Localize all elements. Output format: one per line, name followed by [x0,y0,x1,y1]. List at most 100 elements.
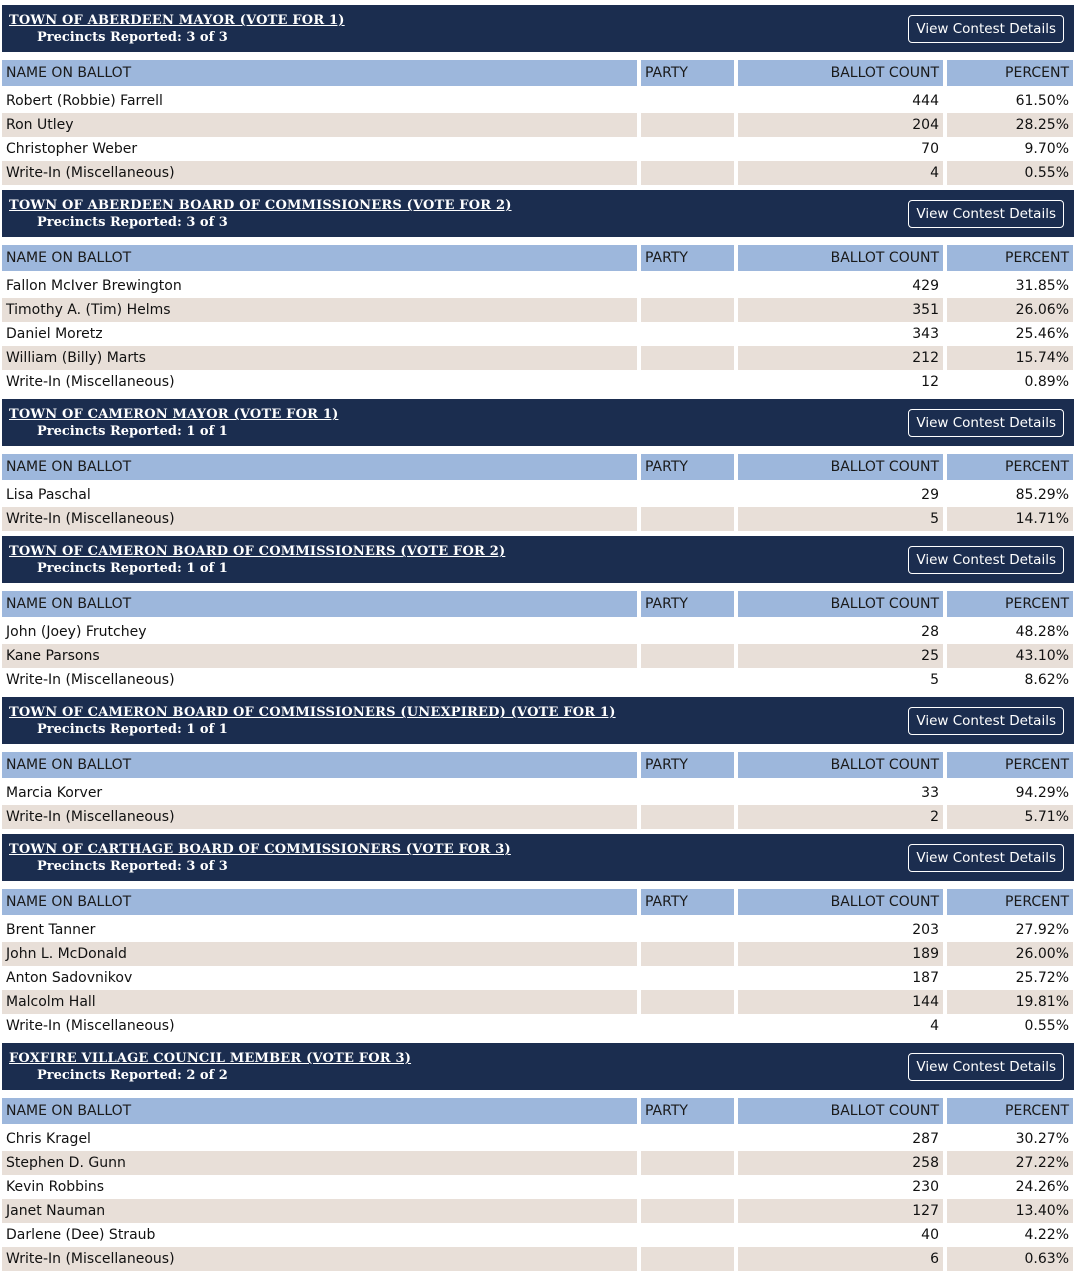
result-row: Chris Kragel 287 30.27% [2,1127,1074,1151]
result-row: Marcia Korver 33 94.29% [2,781,1074,805]
percent: 15.74% [947,346,1073,370]
percent: 28.25% [947,113,1073,137]
result-row: Robert (Robbie) Farrell 444 61.50% [2,89,1074,113]
candidate-name: Daniel Moretz [6,326,103,342]
result-row: Janet Nauman 127 13.40% [2,1199,1074,1223]
result-row: Write-In (Miscellaneous) 5 14.71% [2,507,1074,531]
candidate-name: Christopher Weber [6,141,138,157]
percent: 26.06% [947,298,1073,322]
party-cell [641,89,734,113]
party-cell [641,322,734,346]
percent: 27.22% [947,1151,1073,1175]
column-headers: NAME ON BALLOT PARTY BALLOT COUNT PERCENT [2,752,1074,778]
contest-header: TOWN OF ABERDEEN MAYOR (VOTE FOR 1) Preci… [2,5,1074,52]
percent: 0.55% [1024,1018,1069,1034]
ballot-count: 29 [921,487,939,503]
view-details-button[interactable]: View Contest Details [908,546,1064,574]
party-cell [641,644,734,668]
candidate-name: Write-In (Miscellaneous) [2,161,637,185]
candidate-name: Kane Parsons [2,644,637,668]
candidate-name: Darlene (Dee) Straub [6,1227,156,1243]
view-details-button[interactable]: View Contest Details [908,200,1064,228]
view-details-button[interactable]: View Contest Details [908,15,1064,43]
result-row: Kevin Robbins 230 24.26% [2,1175,1074,1199]
party-cell [641,1247,734,1271]
contest: TOWN OF CAMERON BOARD OF COMMISSIONERS (… [2,536,1074,692]
column-headers: NAME ON BALLOT PARTY BALLOT COUNT PERCENT [2,60,1074,86]
ballot-count: 5 [738,507,943,531]
candidate-name: Write-In (Miscellaneous) [6,672,175,688]
percent: 14.71% [947,507,1073,531]
percent: 9.70% [1024,141,1069,157]
column-header: PARTY [641,752,734,778]
precincts-reported: Precincts Reported: 1 of 1 [37,722,228,737]
party-cell [641,1175,734,1199]
ballot-count: 189 [738,942,943,966]
contest-title[interactable]: TOWN OF CAMERON BOARD OF COMMISSIONERS (… [9,705,616,720]
column-header: PERCENT [947,454,1073,480]
ballot-count: 5 [930,672,939,688]
party-cell [641,370,734,394]
ballot-count: 212 [738,346,943,370]
column-header: BALLOT COUNT [738,454,943,480]
result-row: Write-In (Miscellaneous) 4 0.55% [2,161,1074,185]
candidate-name: Stephen D. Gunn [2,1151,637,1175]
candidate-name: Kevin Robbins [6,1179,105,1195]
contest-title[interactable]: TOWN OF CAMERON BOARD OF COMMISSIONERS (… [9,544,506,559]
precincts-reported: Precincts Reported: 1 of 1 [37,561,228,576]
candidate-name: Janet Nauman [2,1199,637,1223]
result-row: Malcolm Hall 144 19.81% [2,990,1074,1014]
column-header: PERCENT [947,1098,1073,1124]
party-cell [641,113,734,137]
result-row: Write-In (Miscellaneous) 6 0.63% [2,1247,1074,1271]
candidate-name: John (Joey) Frutchey [6,624,147,640]
candidate-name: William (Billy) Marts [2,346,637,370]
column-headers: NAME ON BALLOT PARTY BALLOT COUNT PERCENT [2,454,1074,480]
result-row: Daniel Moretz 343 25.46% [2,322,1074,346]
column-header: NAME ON BALLOT [2,889,637,915]
contest-title[interactable]: TOWN OF CARTHAGE BOARD OF COMMISSIONERS … [9,842,511,857]
percent: 85.29% [1015,487,1069,503]
ballot-count: 70 [921,141,939,157]
column-header: PERCENT [947,591,1073,617]
contest-title[interactable]: TOWN OF ABERDEEN BOARD OF COMMISSIONERS … [9,198,512,213]
candidate-name: Robert (Robbie) Farrell [6,93,163,109]
view-details-button[interactable]: View Contest Details [908,409,1064,437]
party-cell [641,1127,734,1151]
contest-header: TOWN OF ABERDEEN BOARD OF COMMISSIONERS … [2,190,1074,237]
result-row: Brent Tanner 203 27.92% [2,918,1074,942]
contest: TOWN OF CAMERON BOARD OF COMMISSIONERS (… [2,697,1074,829]
column-header: PARTY [641,1098,734,1124]
candidate-name: Timothy A. (Tim) Helms [2,298,637,322]
ballot-count: 287 [912,1131,939,1147]
party-cell [641,1151,734,1175]
ballot-count: 343 [912,326,939,342]
contest-title[interactable]: TOWN OF ABERDEEN MAYOR (VOTE FOR 1) [9,13,345,28]
column-headers: NAME ON BALLOT PARTY BALLOT COUNT PERCENT [2,245,1074,271]
view-details-button[interactable]: View Contest Details [908,844,1064,872]
percent: 0.89% [1024,374,1069,390]
result-row: William (Billy) Marts 212 15.74% [2,346,1074,370]
precincts-reported: Precincts Reported: 1 of 1 [37,424,228,439]
percent: 24.26% [1015,1179,1069,1195]
percent: 19.81% [947,990,1073,1014]
contest-title[interactable]: FOXFIRE VILLAGE COUNCIL MEMBER (VOTE FOR… [9,1051,412,1066]
percent: 0.63% [947,1247,1073,1271]
contest: TOWN OF ABERDEEN BOARD OF COMMISSIONERS … [2,190,1074,394]
view-details-button[interactable]: View Contest Details [908,1053,1064,1081]
candidate-name: Write-In (Miscellaneous) [2,1247,637,1271]
party-cell [641,1199,734,1223]
percent: 61.50% [1015,93,1069,109]
precincts-reported: Precincts Reported: 3 of 3 [37,215,228,230]
candidate-name: Malcolm Hall [2,990,637,1014]
party-cell [641,1223,734,1247]
result-row: Write-In (Miscellaneous) 2 5.71% [2,805,1074,829]
result-row: Write-In (Miscellaneous) 12 0.89% [2,370,1074,394]
column-header: PARTY [641,60,734,86]
contest-title[interactable]: TOWN OF CAMERON MAYOR (VOTE FOR 1) [9,407,339,422]
view-details-button[interactable]: View Contest Details [908,707,1064,735]
column-header: NAME ON BALLOT [2,1098,637,1124]
percent: 4.22% [1024,1227,1069,1243]
contest: TOWN OF CARTHAGE BOARD OF COMMISSIONERS … [2,834,1074,1038]
